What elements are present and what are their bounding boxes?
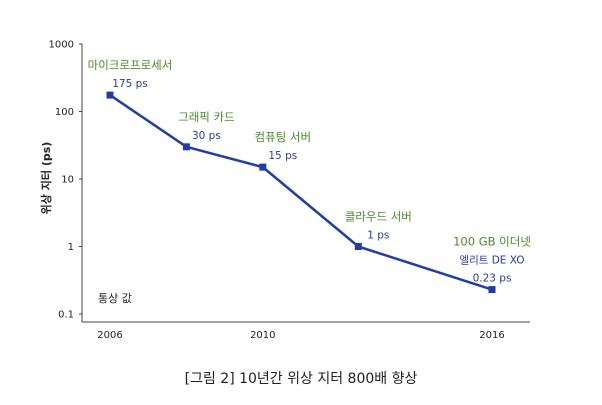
y-axis-label: 위상 지터 (ps) [39,142,53,215]
data-point [106,91,114,99]
data-value-label: 30 ps [192,130,221,142]
data-value-label: 15 ps [268,150,297,162]
data-category-label: 마이크로프로세서 [88,58,173,72]
data-point [182,143,190,151]
axes [81,44,530,323]
y-tick-label: 1000 [49,40,74,51]
data-point [488,286,496,294]
x-tick-label: 2010 [250,330,275,341]
y-tick-label: 1 [68,242,74,253]
series-line-path [109,94,493,291]
data-category-label: 엘리트 DE XO [459,254,524,267]
data-points [106,91,496,294]
x-tick-labels: 2006 2010 2016 [97,330,504,341]
data-category-label: 컴퓨팅 서버 [255,130,312,144]
annotation-typical-value: 통상 값 [98,292,132,305]
data-value-label: 0.23 ps [473,273,512,285]
data-category-label: 그래픽 카드 [178,110,235,124]
data-category-label: 클라우드 서버 [345,210,412,224]
data-labels: 175 ps 마이크로프로세서 30 ps 그래픽 카드 15 ps 컴퓨팅 서버 1 ps… [88,58,531,284]
x-tick-label: 2006 [97,330,122,341]
series-line [109,94,493,291]
y-tick-label: 100 [55,107,74,118]
data-category-label: 100 GB 이더넷 [453,235,531,249]
y-tick-labels: 1000 100 10 1 0.1 [49,40,82,321]
y-tick-label: 10 [61,175,74,186]
data-point [259,163,267,171]
data-value-label: 175 ps [112,78,148,90]
data-value-label: 1 ps [367,230,389,242]
y-tick-label: 0.1 [58,310,74,321]
x-tick-label: 2016 [479,330,504,341]
data-point [354,243,362,250]
figure-caption: [그림 2] 10년간 위상 지터 800배 향상 [185,371,418,387]
